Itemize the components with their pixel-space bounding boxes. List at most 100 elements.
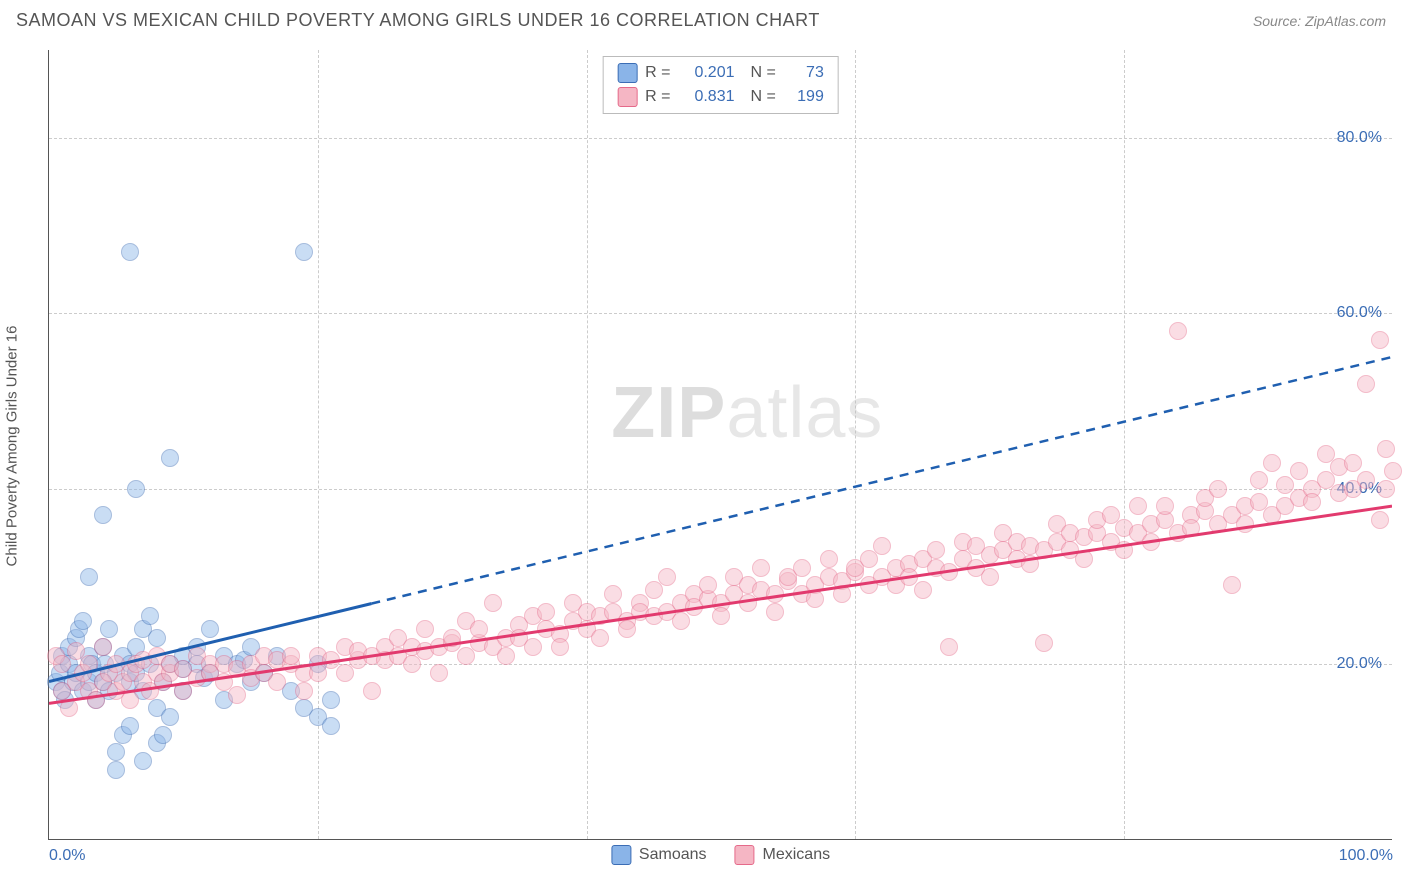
scatter-point [820,550,838,568]
scatter-point [658,568,676,586]
scatter-point [100,620,118,638]
stat-n-label: N = [751,85,776,109]
scatter-point [121,691,139,709]
stat-r-label: R = [645,61,670,85]
legend-item: Samoans [611,845,707,865]
y-tick-label: 80.0% [1337,129,1382,147]
stats-row: R =0.201N =73 [617,61,824,85]
scatter-point [672,612,690,630]
scatter-point [793,559,811,577]
scatter-point [752,559,770,577]
stats-legend-box: R =0.201N =73R =0.831N =199 [602,56,839,114]
scatter-point [322,691,340,709]
scatter-point [470,620,488,638]
scatter-point [53,655,71,673]
scatter-point [806,590,824,608]
scatter-point [927,541,945,559]
scatter-point [1236,515,1254,533]
scatter-point [645,581,663,599]
legend-swatch [617,63,637,83]
scatter-point [860,550,878,568]
scatter-point [1384,462,1402,480]
scatter-point [74,612,92,630]
scatter-point [766,603,784,621]
scatter-point [981,568,999,586]
scatter-point [443,629,461,647]
chart-header: SAMOAN VS MEXICAN CHILD POVERTY AMONG GI… [0,0,1406,37]
scatter-point [1377,440,1395,458]
stat-r-label: R = [645,85,670,109]
scatter-point [591,629,609,647]
scatter-point [60,699,78,717]
scatter-point [940,638,958,656]
scatter-plot: 20.0%40.0%60.0%80.0%0.0%100.0% [49,50,1392,839]
scatter-point [80,568,98,586]
stats-row: R =0.831N =199 [617,85,824,109]
scatter-point [87,691,105,709]
scatter-point [430,664,448,682]
chart-source: Source: ZipAtlas.com [1253,13,1386,29]
y-axis-label: Child Poverty Among Girls Under 16 [4,326,21,567]
gridline-horizontal [49,489,1392,490]
scatter-point [336,664,354,682]
scatter-point [268,673,286,691]
scatter-point [1035,634,1053,652]
y-tick-label: 20.0% [1337,655,1382,673]
stat-r-value: 0.831 [679,85,735,109]
x-tick-label: 0.0% [49,847,85,865]
gridline-horizontal [49,138,1392,139]
legend-swatch [617,87,637,107]
scatter-point [1142,533,1160,551]
scatter-point [537,603,555,621]
legend-item: Mexicans [735,845,831,865]
scatter-point [1290,462,1308,480]
scatter-point [1344,454,1362,472]
scatter-point [295,682,313,700]
scatter-point [161,708,179,726]
scatter-point [228,686,246,704]
scatter-point [833,585,851,603]
scatter-point [914,581,932,599]
scatter-point [457,647,475,665]
y-tick-label: 60.0% [1337,304,1382,322]
chart-plot-area: 20.0%40.0%60.0%80.0%0.0%100.0% ZIPatlas … [48,50,1392,840]
scatter-point [94,638,112,656]
scatter-point [154,726,172,744]
scatter-point [1156,497,1174,515]
gridline-vertical [1124,50,1125,839]
scatter-point [604,585,622,603]
stat-n-label: N = [751,61,776,85]
legend-label: Mexicans [763,846,831,864]
scatter-point [618,620,636,638]
scatter-point [1357,471,1375,489]
scatter-point [497,647,515,665]
legend-label: Samoans [639,846,707,864]
scatter-point [80,655,98,673]
scatter-point [1371,331,1389,349]
scatter-point [295,243,313,261]
scatter-point [739,594,757,612]
scatter-point [148,629,166,647]
gridline-vertical [587,50,588,839]
scatter-point [282,647,300,665]
scatter-point [1357,375,1375,393]
scatter-point [363,682,381,700]
scatter-point [1209,480,1227,498]
scatter-point [1021,555,1039,573]
scatter-point [1377,480,1395,498]
legend-swatch [611,845,631,865]
scatter-point [416,620,434,638]
scatter-point [1371,511,1389,529]
scatter-point [309,664,327,682]
scatter-point [107,761,125,779]
scatter-point [1250,471,1268,489]
scatter-point [1129,497,1147,515]
scatter-point [127,480,145,498]
scatter-point [1223,576,1241,594]
scatter-point [1263,454,1281,472]
scatter-point [403,655,421,673]
scatter-point [551,638,569,656]
scatter-point [141,607,159,625]
x-tick-label: 100.0% [1339,847,1393,865]
stat-r-value: 0.201 [679,61,735,85]
